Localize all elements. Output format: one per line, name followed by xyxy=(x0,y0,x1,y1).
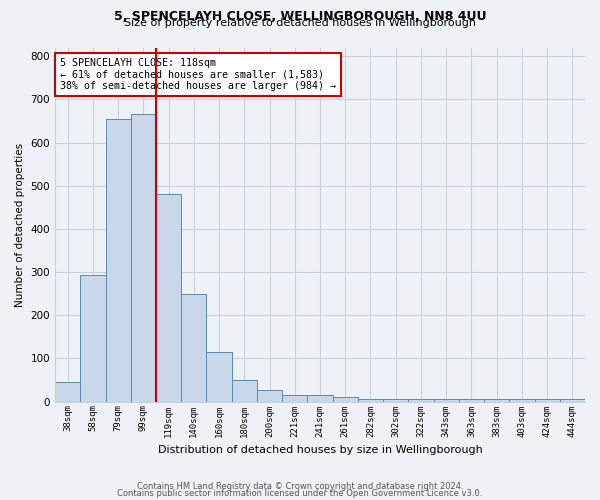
Bar xyxy=(282,395,307,402)
Bar xyxy=(434,398,459,402)
Bar xyxy=(232,380,257,402)
Bar xyxy=(156,194,181,402)
Bar xyxy=(358,398,383,402)
Bar xyxy=(459,398,484,402)
Bar xyxy=(509,400,535,402)
Bar xyxy=(332,398,358,402)
Bar xyxy=(106,119,131,402)
Bar xyxy=(383,398,409,402)
Bar xyxy=(55,382,80,402)
Bar xyxy=(257,390,282,402)
Bar xyxy=(560,398,585,402)
Bar xyxy=(484,398,509,402)
Text: Size of property relative to detached houses in Wellingborough: Size of property relative to detached ho… xyxy=(124,18,476,28)
Bar xyxy=(80,275,106,402)
Text: Contains HM Land Registry data © Crown copyright and database right 2024.: Contains HM Land Registry data © Crown c… xyxy=(137,482,463,491)
Bar xyxy=(409,398,434,402)
Bar xyxy=(181,294,206,402)
Bar xyxy=(131,114,156,402)
Text: 5, SPENCELAYH CLOSE, WELLINGBOROUGH, NN8 4UU: 5, SPENCELAYH CLOSE, WELLINGBOROUGH, NN8… xyxy=(114,10,486,23)
Text: Contains public sector information licensed under the Open Government Licence v3: Contains public sector information licen… xyxy=(118,489,482,498)
Y-axis label: Number of detached properties: Number of detached properties xyxy=(15,142,25,306)
Bar xyxy=(535,398,560,402)
Bar xyxy=(307,395,332,402)
X-axis label: Distribution of detached houses by size in Wellingborough: Distribution of detached houses by size … xyxy=(158,445,482,455)
Text: 5 SPENCELAYH CLOSE: 118sqm
← 61% of detached houses are smaller (1,583)
38% of s: 5 SPENCELAYH CLOSE: 118sqm ← 61% of deta… xyxy=(61,58,337,92)
Bar xyxy=(206,352,232,402)
